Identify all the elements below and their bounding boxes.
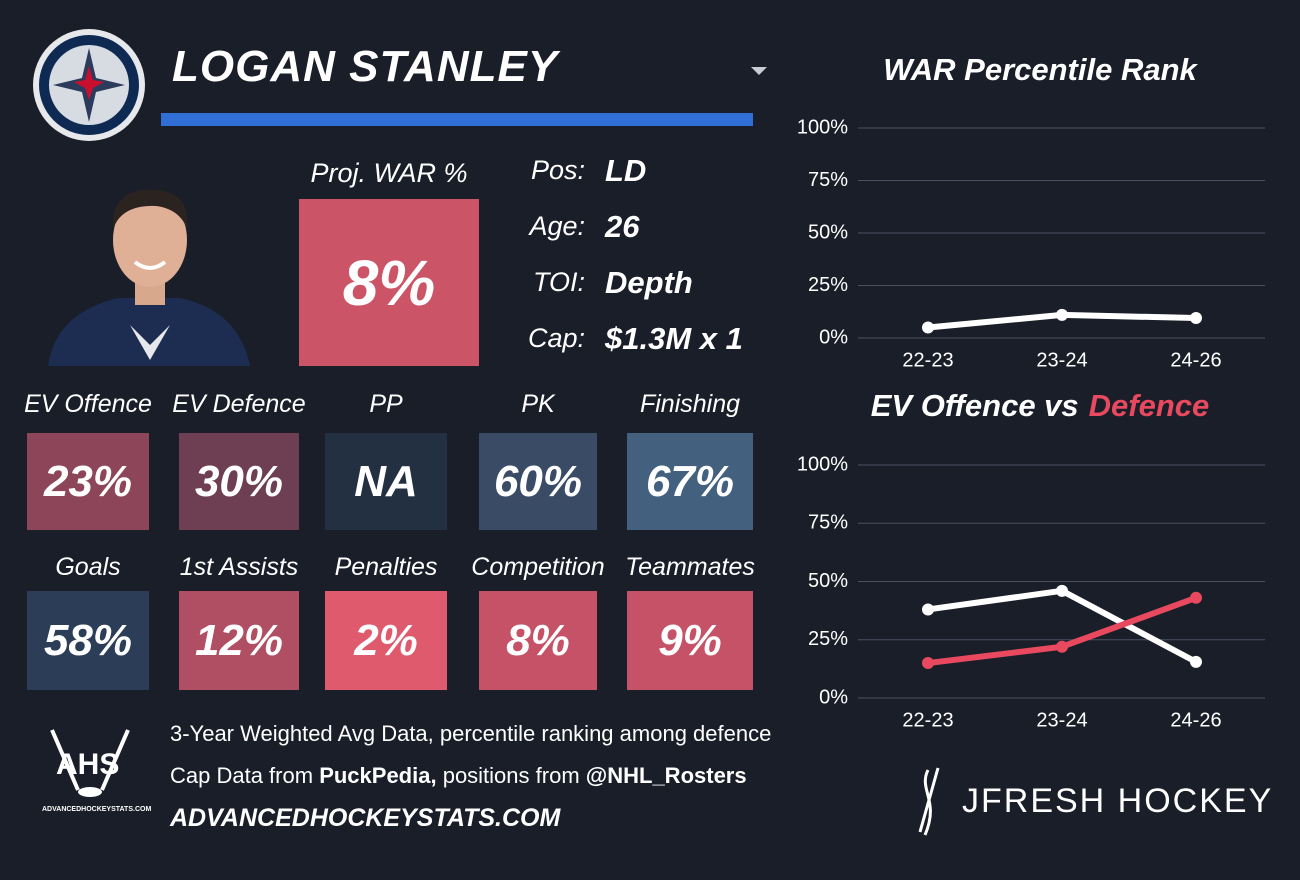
x-tick-label: 24-26 <box>1170 709 1221 731</box>
stat-tile: 9% <box>627 591 753 690</box>
point <box>1190 591 1202 604</box>
ahs-logo-text: AHS <box>56 748 120 781</box>
stat-label: 1st Assists <box>179 553 299 581</box>
footer-site[interactable]: ADVANCEDHOCKEYSTATS.COM <box>170 804 561 832</box>
stat-label: Teammates <box>625 553 755 581</box>
text: Cap Data from <box>170 763 314 788</box>
info-label: Age: <box>529 211 585 241</box>
stat-label: EV Defence <box>172 390 306 418</box>
point <box>1056 584 1068 597</box>
stat-label: Penalties <box>334 553 438 581</box>
footer-source: Cap Data from PuckPedia, positions from … <box>170 763 747 789</box>
stat-tile: 58% <box>27 591 149 690</box>
stat-tile: 8% <box>479 591 597 690</box>
stat-label: Goals <box>55 553 121 581</box>
x-tick-label: 22-23 <box>902 709 953 731</box>
series-line <box>927 594 1198 667</box>
y-tick-label: 50% <box>808 570 848 592</box>
dropdown-caret[interactable] <box>751 67 767 75</box>
chart-title: EV Offence vs Defence <box>871 388 1210 423</box>
stat-tile: 23% <box>27 433 149 530</box>
stat-tile: 60% <box>479 433 597 530</box>
text: @NHL_Rosters <box>585 763 747 788</box>
ahs-logo <box>50 729 130 797</box>
stat-tile: 30% <box>179 433 299 530</box>
point <box>1190 655 1202 668</box>
brand-logo <box>918 767 940 836</box>
stat-tile: 2% <box>325 591 447 690</box>
info-value: LD <box>605 153 647 188</box>
point <box>1190 312 1202 325</box>
text: PuckPedia, <box>319 763 437 788</box>
x-tick-label: 23-24 <box>1036 349 1087 371</box>
player-photo <box>48 189 250 366</box>
x-tick-label: 22-23 <box>902 349 953 371</box>
stat-label: PK <box>521 390 555 418</box>
title-part: WAR Percentile Rank <box>883 52 1198 87</box>
point <box>1056 640 1068 653</box>
proj-war-value: 8% <box>299 199 479 366</box>
info-label: Cap: <box>527 323 585 353</box>
y-tick-label: 100% <box>797 116 848 138</box>
player-name: LOGAN STANLEY <box>172 42 559 91</box>
point <box>922 321 934 334</box>
x-tick-label: 23-24 <box>1036 709 1087 731</box>
y-tick-label: 25% <box>808 628 848 650</box>
info-value: 26 <box>605 209 640 244</box>
point <box>922 603 934 616</box>
title-part: EV Offence vs <box>871 388 1079 423</box>
info-value: $1.3M x 1 <box>605 321 743 356</box>
y-tick-label: 50% <box>808 221 848 243</box>
y-tick-label: 100% <box>797 453 848 475</box>
info-value: Depth <box>605 265 693 300</box>
stat-label: EV Offence <box>24 390 152 418</box>
brand-name: JFRESH HOCKEY <box>962 782 1274 820</box>
team-logo <box>33 29 145 141</box>
y-tick-label: 0% <box>819 326 848 348</box>
proj-war-label: Proj. WAR % <box>310 158 468 188</box>
point <box>922 657 934 670</box>
y-tick-label: 75% <box>808 169 848 191</box>
info-label: TOI: <box>532 267 585 297</box>
title-part: Defence <box>1089 388 1210 423</box>
stat-label: Finishing <box>639 390 741 418</box>
stat-label: PP <box>369 390 403 418</box>
y-tick-label: 25% <box>808 274 848 296</box>
y-tick-label: 75% <box>808 512 848 534</box>
y-tick-label: 0% <box>819 686 848 708</box>
info-label: Pos: <box>530 155 585 185</box>
footer-note: 3-Year Weighted Avg Data, percentile ran… <box>170 721 772 746</box>
stat-tile: NA <box>325 433 447 530</box>
text: positions from <box>442 763 580 788</box>
point <box>1056 308 1068 321</box>
stat-tile: 12% <box>179 591 299 690</box>
chart-title: WAR Percentile Rank <box>883 52 1198 87</box>
stat-tile: 67% <box>627 433 753 530</box>
stat-label: Competition <box>471 553 605 581</box>
x-tick-label: 24-26 <box>1170 349 1221 371</box>
ahs-logo-sub: ADVANCEDHOCKEYSTATS.COM <box>42 806 152 813</box>
name-underline <box>161 113 753 126</box>
